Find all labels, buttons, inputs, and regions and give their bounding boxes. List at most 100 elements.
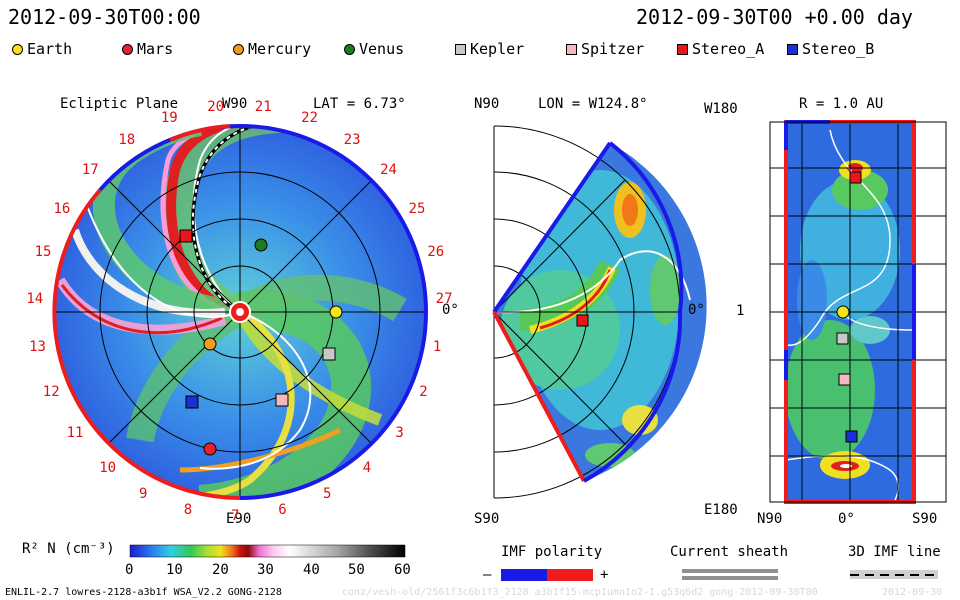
carrington-tick-label: 19 bbox=[160, 110, 178, 127]
carrington-tick-label: 17 bbox=[81, 162, 99, 179]
current-sheath-label: Current sheath bbox=[670, 544, 789, 560]
colorbar-tick: 60 bbox=[394, 562, 411, 578]
run-info: conz/vesh-old/2561f3c6b1f3_2128 a3b1f15-… bbox=[342, 587, 818, 598]
legend-label: Stereo_B bbox=[802, 40, 875, 58]
meridional-bottom-label: S90 bbox=[474, 511, 500, 527]
colorbar-tick: 0 bbox=[125, 562, 134, 578]
imf-plus-label: + bbox=[600, 567, 609, 583]
spitzer-marker-icon bbox=[566, 43, 577, 55]
carrington-tick-label: 1 bbox=[432, 338, 442, 355]
cylinder-mid-label: 1 bbox=[736, 303, 745, 319]
carrington-tick-label: 18 bbox=[118, 131, 136, 148]
ecliptic-lat-label: LAT = 6.73° bbox=[313, 96, 406, 112]
cylindrical-plot bbox=[769, 120, 947, 504]
left-timestamp: 2012-09-30T00:00 bbox=[8, 5, 201, 29]
ecliptic-bottom-label: E90 bbox=[226, 511, 252, 527]
carrington-tick-label: 16 bbox=[53, 200, 71, 217]
carrington-tick-label: 23 bbox=[343, 131, 361, 148]
colorbar-tick: 20 bbox=[212, 562, 229, 578]
carrington-tick-label: 6 bbox=[278, 502, 287, 519]
earth-marker-icon bbox=[12, 43, 23, 55]
legend-label: Kepler bbox=[470, 40, 525, 58]
carrington-tick-label: 13 bbox=[29, 338, 46, 355]
carrington-tick-label: 15 bbox=[34, 244, 52, 261]
imf-polarity-label: IMF polarity bbox=[501, 544, 603, 560]
legend-label: Earth bbox=[27, 40, 73, 58]
carrington-tick-label: 10 bbox=[99, 460, 117, 477]
density-colorbar bbox=[129, 544, 406, 558]
meridional-top-label: N90 bbox=[474, 96, 500, 112]
colorbar-tick: 50 bbox=[348, 562, 365, 578]
carrington-tick-label: 4 bbox=[362, 460, 372, 477]
carrington-tick-label: 21 bbox=[254, 99, 272, 116]
legend-item-earth: Earth bbox=[12, 40, 72, 58]
legend-label: Spitzer bbox=[581, 40, 645, 58]
earth-marker-icon bbox=[329, 305, 343, 319]
spitzer-marker-icon bbox=[838, 373, 851, 386]
cylinder-axis-s90: S90 bbox=[912, 511, 938, 527]
kepler-marker-icon bbox=[322, 347, 336, 361]
carrington-tick-label: 22 bbox=[301, 110, 318, 127]
carrington-tick-label: 14 bbox=[26, 291, 44, 308]
legend-label: Stereo_A bbox=[692, 40, 765, 58]
imf-line-symbol bbox=[850, 570, 938, 579]
colorbar-label: R² N (cm⁻³) bbox=[22, 541, 115, 557]
stereo-a-marker-icon bbox=[576, 314, 589, 327]
imf-minus-label: – bbox=[483, 567, 492, 583]
imf-line-label: 3D IMF line bbox=[848, 544, 941, 560]
legend-label: Venus bbox=[359, 40, 405, 58]
carrington-tick-label: 2 bbox=[419, 384, 428, 401]
run-date: 2012-09-30 bbox=[882, 587, 943, 598]
legend-item-stereo-a: Stereo_A bbox=[677, 40, 764, 58]
ecliptic-right-label: 0° bbox=[442, 302, 459, 318]
carrington-tick-label: 9 bbox=[138, 486, 148, 503]
carrington-tick-label: 26 bbox=[427, 244, 445, 261]
cylinder-axis-n90: N90 bbox=[757, 511, 783, 527]
colorbar-tick: 10 bbox=[166, 562, 183, 578]
cylinder-top-label: W180 bbox=[704, 101, 738, 117]
legend-item-mars: Mars bbox=[122, 40, 173, 58]
mercury-marker-icon bbox=[203, 337, 217, 351]
stereo-b-marker-icon bbox=[845, 430, 858, 443]
legend-label: Mars bbox=[137, 40, 174, 58]
right-timestamp: 2012-09-30T00 +0.00 day bbox=[636, 5, 913, 29]
stereo-b-marker-icon bbox=[787, 43, 798, 55]
stereo-a-marker-icon bbox=[677, 43, 688, 55]
model-info: ENLIL-2.7 lowres-2128-a3b1f WSA_V2.2 GON… bbox=[5, 587, 282, 598]
legend-item-stereo-b: Stereo_B bbox=[787, 40, 874, 58]
legend-item-kepler: Kepler bbox=[455, 40, 524, 58]
meridional-plane-plot bbox=[492, 125, 707, 499]
colorbar-tick: 30 bbox=[257, 562, 274, 578]
stereo-a-marker-icon bbox=[849, 171, 862, 184]
legend-item-mercury: Mercury bbox=[233, 40, 311, 58]
mars-marker-icon bbox=[203, 442, 217, 456]
venus-marker-icon bbox=[344, 43, 355, 55]
earth-marker-icon bbox=[836, 305, 850, 319]
imf-polarity-bar bbox=[501, 569, 593, 581]
stereo-a-marker-icon bbox=[179, 229, 193, 243]
meridional-lon-label: LON = W124.8° bbox=[538, 96, 648, 112]
meridional-right-label: 0° bbox=[688, 302, 705, 318]
mars-marker-icon bbox=[122, 43, 133, 55]
legend-item-spitzer: Spitzer bbox=[566, 40, 644, 58]
carrington-tick-label: 25 bbox=[408, 200, 426, 217]
spitzer-marker-icon bbox=[275, 393, 289, 407]
carrington-tick-label: 12 bbox=[42, 384, 60, 401]
kepler-marker-icon bbox=[455, 43, 466, 55]
carrington-tick-label: 5 bbox=[323, 486, 332, 503]
carrington-tick-label: 20 bbox=[207, 99, 225, 116]
carrington-tick-label: 27 bbox=[435, 291, 453, 308]
carrington-tick-label: 3 bbox=[395, 425, 404, 442]
stereo-b-marker-icon bbox=[185, 395, 199, 409]
cylinder-radius-label: R = 1.0 AU bbox=[799, 96, 884, 112]
legend-item-venus: Venus bbox=[344, 40, 404, 58]
current-sheath-symbol bbox=[682, 569, 778, 580]
carrington-tick-label: 8 bbox=[183, 502, 193, 519]
cylinder-axis-0: 0° bbox=[838, 511, 855, 527]
ecliptic-top-label: W90 bbox=[222, 96, 248, 112]
kepler-marker-icon bbox=[836, 332, 849, 345]
carrington-tick-label: 7 bbox=[231, 508, 240, 524]
ecliptic-plane-plot bbox=[52, 124, 428, 500]
